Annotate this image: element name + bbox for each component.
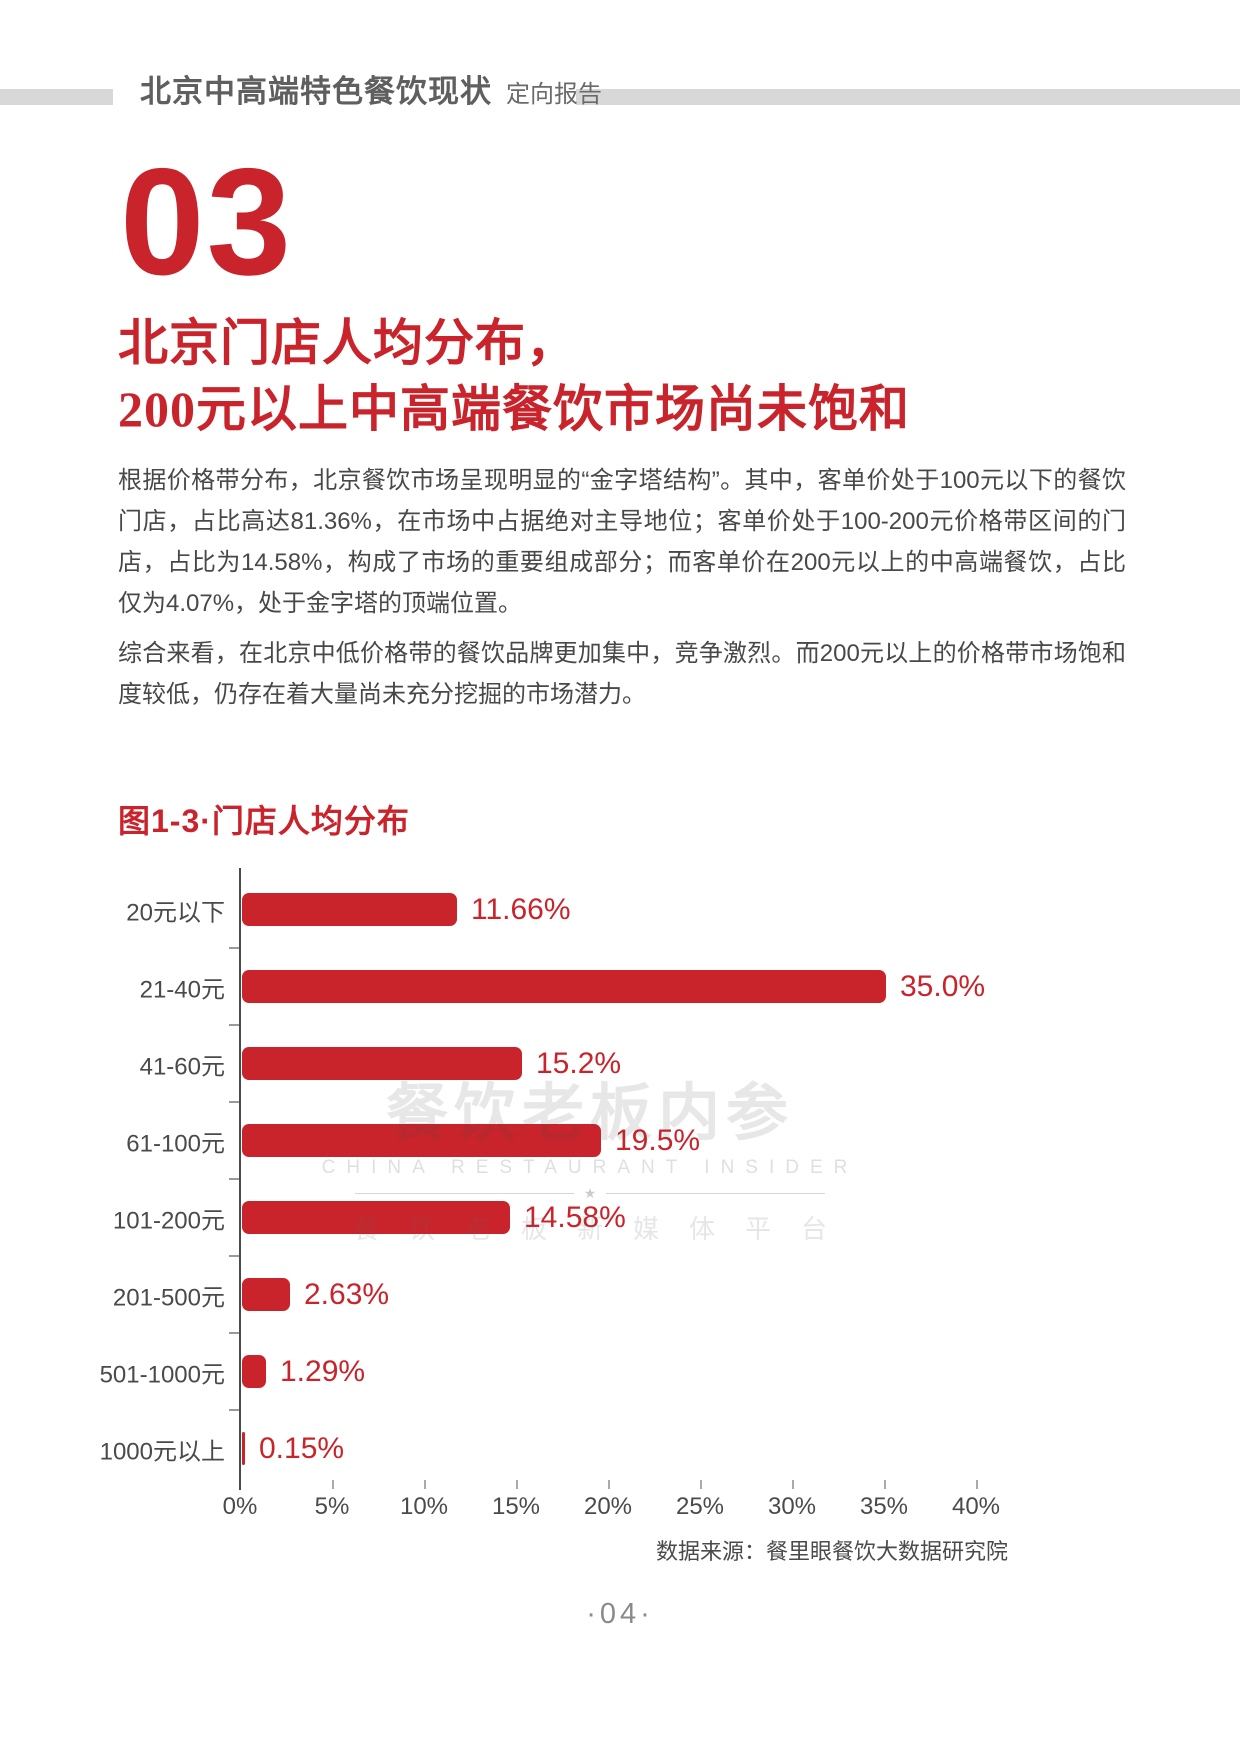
value-label: 35.0% [900,969,986,1003]
category-label: 41-60元 [139,1053,225,1080]
bar [242,1355,266,1388]
chart-row: 21-40元 35.0% [0,948,1240,1025]
x-axis-tick [976,1480,978,1489]
value-label: 11.66% [471,892,571,926]
y-axis-tick [229,1178,239,1180]
section-number: 03 [120,137,294,307]
x-axis-label: 40% [951,1493,1001,1520]
category-label: 21-40元 [139,976,225,1003]
x-axis-tick [516,1480,518,1489]
y-axis-tick [229,1024,239,1026]
x-axis-label: 5% [314,1493,350,1520]
chart-row: 201-500元 2.63% [0,1256,1240,1333]
y-axis-tick [229,1255,239,1257]
x-axis-label: 0% [222,1493,258,1520]
x-axis-tick [332,1480,334,1489]
chart-row: 501-1000元 1.29% [0,1333,1240,1410]
y-axis-tick [229,947,239,949]
bar [242,1201,510,1234]
y-axis-tick [229,1332,239,1334]
headline-line-2: 200元以上中高端餐饮市场尚未饱和 [118,381,910,437]
bar [242,1124,601,1157]
bar [242,1432,245,1465]
value-label: 0.15% [259,1431,345,1465]
y-axis-tick [229,1409,239,1411]
x-axis-label: 15% [491,1493,541,1520]
x-axis-tick [792,1480,794,1489]
chart-row: 101-200元 14.58% [0,1179,1240,1256]
x-axis-label: 25% [675,1493,725,1520]
section-headline: 北京门店人均分布， 200元以上中高端餐饮市场尚未饱和 [118,310,910,442]
value-label: 15.2% [536,1046,622,1080]
category-label: 501-1000元 [99,1361,225,1388]
x-axis-label: 20% [583,1493,633,1520]
category-label: 61-100元 [126,1130,225,1157]
x-axis-tick [884,1480,886,1489]
header-subtitle: 定向报告 [506,82,602,108]
header-left-band [0,89,113,105]
bar [242,1047,522,1080]
bar [242,1278,290,1311]
x-axis-tick [700,1480,702,1489]
x-axis-tick [424,1480,426,1489]
paragraph-1: 根据价格带分布，北京餐饮市场呈现明显的“金字塔结构”。其中，客单价处于100元以… [118,467,1126,617]
bar [242,970,886,1003]
page-header: 北京中高端特色餐饮现状 定向报告 [140,66,602,111]
value-label: 19.5% [615,1123,701,1157]
header-right-band [576,89,1240,105]
category-label: 101-200元 [112,1207,225,1234]
page-number: ·04· [586,1598,654,1630]
header-title: 北京中高端特色餐饮现状 [140,74,492,109]
value-label: 14.58% [524,1200,626,1234]
chart-row: 41-60元 15.2% [0,1025,1240,1102]
category-label: 20元以下 [126,899,225,926]
chart-row: 1000元以上 0.15% [0,1410,1240,1487]
value-label: 1.29% [280,1354,366,1388]
value-label: 2.63% [304,1277,390,1311]
data-source-note: 数据来源：餐里眼餐饮大数据研究院 [655,1539,1008,1564]
x-axis-label: 35% [859,1493,909,1520]
chart-plot: 20元以下 11.66% 21-40元 35.0% 41-60元 15.2% 6… [0,868,1240,1571]
x-axis-label: 30% [767,1493,817,1520]
x-axis-label: 10% [399,1493,449,1520]
bar [242,893,457,926]
headline-line-1: 北京门店人均分布， [118,315,577,371]
y-axis-line [239,868,241,1490]
y-axis-tick [229,1101,239,1103]
chart-row: 61-100元 19.5% [0,1102,1240,1179]
category-label: 201-500元 [112,1284,225,1311]
paragraph-2: 综合来看，在北京中低价格带的餐饮品牌更加集中，竞争激烈。而200元以上的价格带市… [118,640,1126,708]
chart-title: 图1-3·门店人均分布 [118,803,410,839]
x-axis-tick [608,1480,610,1489]
category-label: 1000元以上 [99,1438,225,1465]
chart-row: 20元以下 11.66% [0,871,1240,948]
